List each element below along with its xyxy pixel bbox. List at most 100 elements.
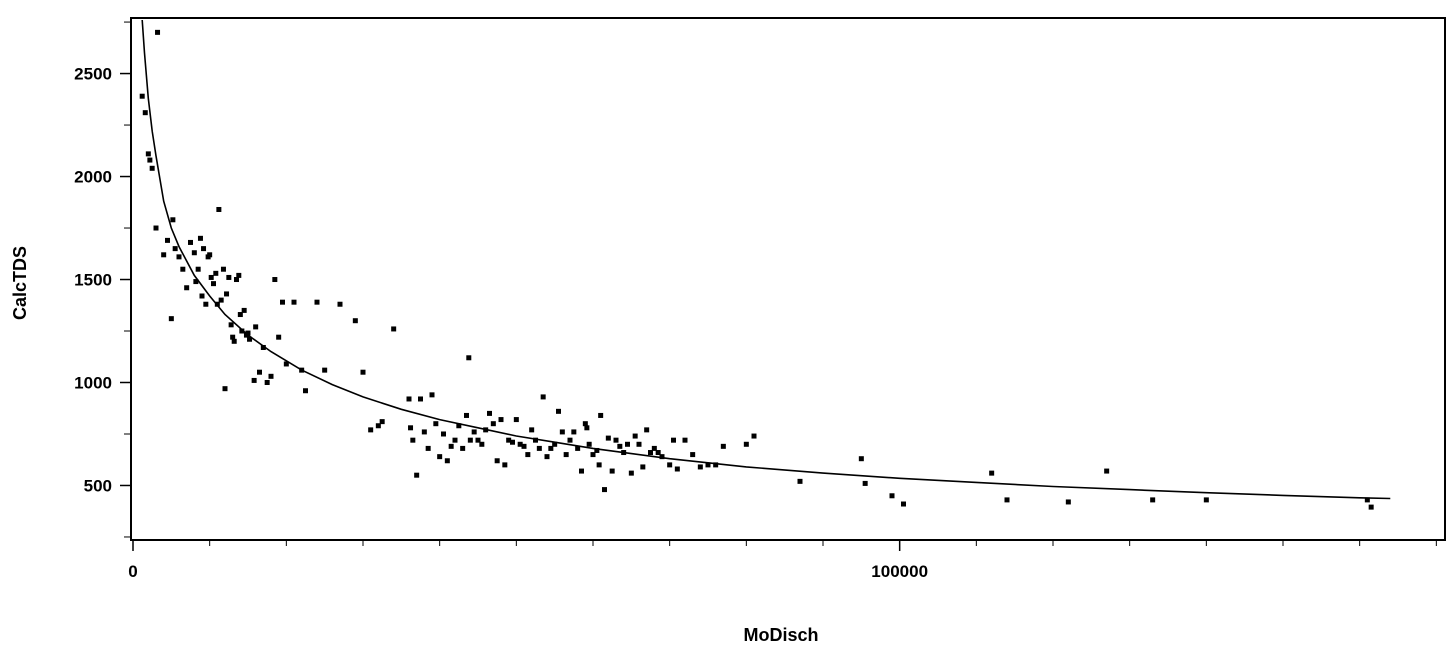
data-points-layer xyxy=(139,29,1374,510)
data-point xyxy=(239,328,245,334)
data-point xyxy=(208,274,214,280)
data-point xyxy=(283,361,289,367)
data-point xyxy=(437,454,443,460)
data-point xyxy=(862,480,868,486)
data-point xyxy=(602,487,607,493)
data-point xyxy=(494,458,500,464)
data-point xyxy=(858,456,864,462)
data-point xyxy=(161,252,167,258)
data-point xyxy=(460,445,466,451)
data-point xyxy=(490,421,496,427)
data-point xyxy=(682,437,688,443)
data-point xyxy=(690,452,696,458)
data-point xyxy=(391,326,397,332)
data-point xyxy=(268,373,274,379)
data-point xyxy=(989,470,995,476)
fit-curve-layer xyxy=(141,19,1391,500)
data-point xyxy=(594,447,600,453)
data-point xyxy=(201,246,207,252)
data-point xyxy=(322,367,328,373)
data-point xyxy=(236,272,242,278)
data-point xyxy=(475,437,481,443)
data-point xyxy=(510,439,515,445)
data-point xyxy=(260,344,266,350)
data-point xyxy=(222,386,228,392)
data-point xyxy=(406,396,412,402)
data-point xyxy=(207,252,213,258)
data-point xyxy=(466,355,472,361)
data-point xyxy=(617,443,623,449)
data-point xyxy=(1368,504,1374,510)
data-point xyxy=(659,454,665,460)
data-point xyxy=(536,445,542,451)
data-point xyxy=(139,93,145,99)
data-point xyxy=(425,445,431,451)
data-point xyxy=(429,392,435,398)
y-axis-title: CalcTDS xyxy=(10,246,30,320)
data-point xyxy=(571,429,577,435)
data-point xyxy=(705,462,711,468)
data-point xyxy=(797,478,803,484)
data-point xyxy=(559,429,565,435)
data-point xyxy=(644,427,650,433)
data-point xyxy=(184,285,190,291)
data-point xyxy=(299,367,305,373)
data-point xyxy=(149,165,155,171)
data-point xyxy=(421,429,427,435)
data-point xyxy=(651,445,657,451)
data-point xyxy=(280,299,285,305)
data-point xyxy=(452,437,458,443)
data-point xyxy=(529,427,535,433)
data-point xyxy=(697,464,703,470)
data-point xyxy=(582,421,588,427)
data-point xyxy=(901,501,906,507)
data-point xyxy=(197,235,203,241)
data-point xyxy=(636,441,642,447)
data-point xyxy=(1065,499,1071,505)
data-point xyxy=(548,445,554,451)
data-point xyxy=(337,301,343,307)
data-point xyxy=(640,464,646,470)
data-point xyxy=(556,408,561,414)
data-point xyxy=(176,254,182,260)
data-point xyxy=(498,417,504,423)
data-point xyxy=(147,157,153,163)
data-point xyxy=(145,151,151,157)
data-point xyxy=(410,437,416,443)
data-point xyxy=(379,419,385,425)
data-point xyxy=(575,445,581,451)
data-point xyxy=(414,472,420,478)
data-point xyxy=(168,316,174,322)
data-point xyxy=(172,246,178,252)
data-point xyxy=(502,462,508,468)
data-point xyxy=(257,369,262,375)
data-point xyxy=(234,277,239,283)
data-point xyxy=(180,266,186,272)
data-point xyxy=(590,452,596,458)
data-point xyxy=(220,266,226,272)
data-point xyxy=(625,441,630,447)
x-tick-label: 0 xyxy=(128,562,137,581)
data-point xyxy=(613,437,619,443)
data-point xyxy=(667,462,673,468)
data-point xyxy=(193,279,199,285)
plot-frame xyxy=(130,17,1446,541)
data-point xyxy=(153,225,159,231)
data-point xyxy=(533,437,538,443)
data-point xyxy=(584,425,590,431)
data-point xyxy=(360,369,366,375)
data-point xyxy=(441,431,446,437)
data-point xyxy=(191,250,197,256)
data-point xyxy=(517,441,523,447)
data-point xyxy=(433,421,439,427)
data-point xyxy=(303,388,308,394)
data-point xyxy=(251,377,257,383)
data-point xyxy=(368,427,374,433)
data-point xyxy=(211,281,216,287)
y-tick-label: 1500 xyxy=(74,271,112,290)
data-point xyxy=(456,423,462,429)
data-point xyxy=(165,237,170,243)
data-point xyxy=(552,441,558,447)
data-point xyxy=(567,437,573,443)
data-point xyxy=(213,270,219,276)
